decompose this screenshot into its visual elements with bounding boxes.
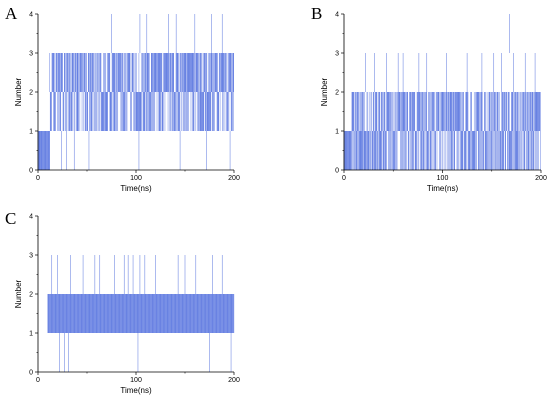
x-tick-label: 0	[342, 175, 346, 182]
y-tick-label: 3	[29, 51, 33, 58]
panel-letter-c: C	[5, 209, 17, 228]
chart-panel-c: 0 1 2 3 4 0 100 200 Time(ns) Number	[14, 214, 240, 396]
x-tick-label: 0	[36, 377, 40, 384]
chart-panel-b: 0 1 2 3 4 0 100 200 Time(ns) Number	[320, 12, 547, 194]
x-axis-title: Time(ns)	[120, 386, 152, 395]
y-tick-label: 3	[335, 51, 339, 58]
y-tick-label: 1	[29, 331, 33, 338]
x-tick-label: 100	[130, 377, 142, 384]
trace-segment-1	[39, 131, 50, 170]
trace-segment-3	[76, 53, 234, 131]
chart-panel-a: 0 1 2 3 4 0 100 200 Time(ns) Number	[14, 12, 240, 194]
data-trace	[47, 255, 235, 372]
data-trace	[343, 14, 541, 170]
trace-segment-0	[47, 294, 235, 333]
y-tick-label: 0	[335, 168, 339, 175]
x-tick-label: 200	[535, 175, 547, 182]
panel-letter-a: A	[5, 4, 18, 23]
x-axis-title: Time(ns)	[120, 184, 152, 193]
y-tick-label: 0	[29, 168, 33, 175]
panel-letter-b: B	[311, 4, 323, 23]
trace-segment-2	[49, 53, 78, 131]
trace-segment-1	[351, 92, 541, 170]
y-tick-label: 3	[29, 253, 33, 260]
y-axis-title: Number	[320, 77, 329, 106]
trace-segment-0	[343, 131, 352, 170]
x-tick-label: 100	[130, 175, 142, 182]
y-tick-label: 0	[29, 370, 33, 377]
y-tick-label: 1	[335, 129, 339, 136]
y-tick-label: 4	[335, 12, 339, 19]
y-tick-label: 2	[335, 90, 339, 97]
y-tick-label: 4	[29, 12, 33, 19]
x-tick-label: 0	[36, 175, 40, 182]
y-tick-label: 1	[29, 129, 33, 136]
data-trace	[37, 14, 234, 170]
x-axis-title: Time(ns)	[427, 184, 459, 193]
y-tick-label: 2	[29, 292, 33, 299]
x-tick-label: 200	[228, 175, 240, 182]
x-tick-label: 200	[228, 377, 240, 384]
y-tick-label: 2	[29, 90, 33, 97]
y-tick-label: 4	[29, 214, 33, 221]
x-tick-label: 100	[437, 175, 449, 182]
y-axis-title: Number	[14, 279, 23, 308]
y-axis-title: Number	[14, 77, 23, 106]
